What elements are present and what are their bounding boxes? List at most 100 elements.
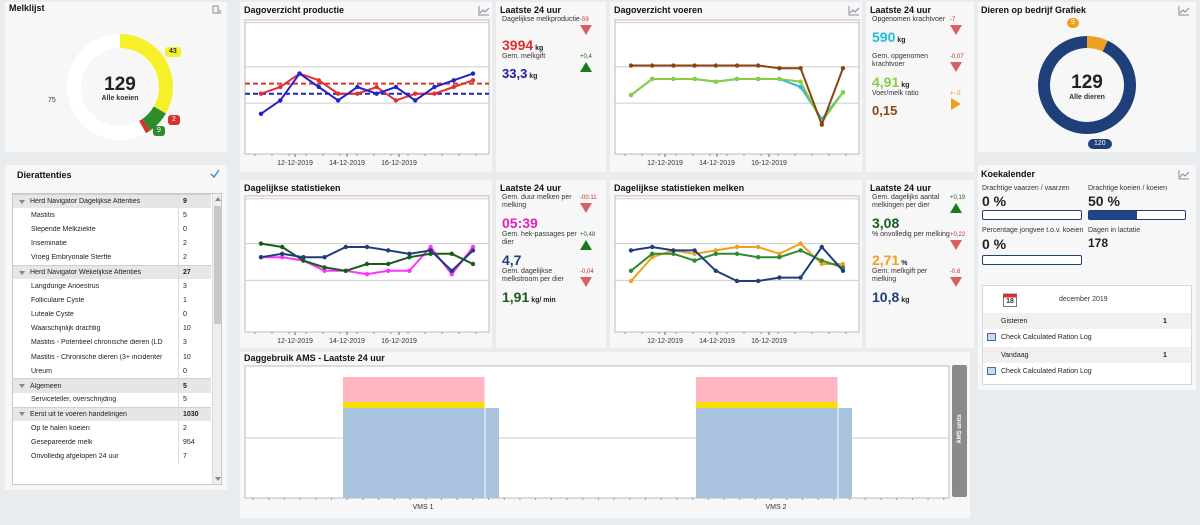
data-point — [819, 261, 824, 267]
data-point — [798, 248, 803, 253]
milk-settings-icon[interactable] — [212, 5, 222, 15]
stat-delta: -0,6 — [950, 269, 961, 275]
attention-item[interactable]: Onvolledig afgelopen 24 uur 7 — [13, 449, 211, 464]
chart-icon[interactable] — [1178, 6, 1190, 16]
column-divider — [178, 379, 179, 393]
stat-label: Gem. opgenomen krachtvoer — [872, 53, 929, 68]
data-point — [840, 268, 846, 273]
data-point — [692, 76, 697, 82]
calendar-box: 18 december 2019 Gisteren 1 Check Calculat… — [982, 285, 1192, 385]
x-tick-label: 16-12-2019 — [381, 338, 417, 345]
data-point — [713, 79, 718, 84]
stat-unit: kg/ min — [529, 297, 556, 304]
attention-item[interactable]: Mastitis - Potentieel chronische dieren … — [13, 335, 211, 351]
calendar-row-label: Gisteren — [1001, 317, 1028, 325]
data-point — [628, 278, 634, 284]
attention-item[interactable]: Gesepareerde melk 954 — [13, 435, 211, 450]
calendar-log-item[interactable]: Check Calculated Ration Log — [983, 329, 1191, 345]
attention-item[interactable]: Langdurige Anoestrus 3 — [13, 279, 211, 294]
column-divider — [178, 195, 179, 209]
ams-units-label: AMS units — [957, 414, 963, 444]
milk-count-red[interactable]: 2 — [168, 115, 180, 125]
calendar-row-label: Vandaag — [1001, 351, 1029, 359]
attentions-scrollbar[interactable] — [212, 194, 221, 484]
data-point — [280, 255, 285, 260]
animals-count-navy[interactable]: 120 — [1088, 139, 1112, 149]
data-point — [756, 255, 761, 260]
column-divider — [178, 279, 179, 294]
calendar-log-item[interactable]: Check Calculated Ration Log — [983, 363, 1191, 379]
attention-item[interactable]: Serviceteller, overschrijding 5 — [13, 392, 211, 407]
data-point — [449, 268, 454, 273]
collapse-caret-icon[interactable] — [19, 270, 25, 275]
attention-item[interactable]: Luteale Cyste 0 — [13, 307, 211, 322]
data-point — [628, 92, 634, 98]
attention-label: Herd Navigator Dagelijkse Attenties — [30, 198, 141, 206]
attention-group[interactable]: Eerst uit te voeren handelingen 1030 — [13, 406, 211, 421]
stat-value: 33,3 kg — [502, 66, 538, 81]
stat-value: 3994 kg — [502, 37, 544, 53]
column-divider — [178, 307, 179, 322]
attention-item[interactable]: Slepende Melkziekte 0 — [13, 222, 211, 237]
production-chart: 12-12-2019 14-12-2019 16-12-2019 — [244, 19, 490, 167]
attention-label: Gesepareerde melk — [31, 438, 93, 446]
attention-count: 0 — [183, 311, 187, 319]
scroll-thumb[interactable] — [214, 206, 221, 324]
attention-item[interactable]: Inseminatie 2 — [13, 236, 211, 251]
animals-count-orange[interactable]: 9 — [1067, 18, 1079, 28]
collapse-caret-icon[interactable] — [19, 412, 25, 417]
attention-group[interactable]: Herd Navigator Dagelijkse Attenties 9 — [13, 194, 211, 209]
data-point — [671, 76, 676, 82]
trend-down-icon — [580, 25, 592, 35]
chart-icon[interactable] — [848, 6, 860, 16]
column-divider — [178, 236, 179, 251]
trend-down-icon — [580, 203, 592, 213]
attention-item[interactable]: Folliculaire Cyste 1 — [13, 293, 211, 308]
chart-icon[interactable] — [1178, 170, 1190, 180]
stat-label: Gem. dagelijks aantal melkingen per dier — [872, 194, 940, 209]
attention-count: 27 — [183, 269, 191, 277]
attention-item[interactable]: Waarschijnlijk drachtig 10 — [13, 321, 211, 336]
x-tick-label: 12-12-2019 — [277, 160, 313, 167]
check-icon[interactable] — [210, 169, 220, 179]
attention-item[interactable]: Vroeg Embryonale Sterfte 2 — [13, 250, 211, 265]
attention-item[interactable]: Ureum 0 — [13, 364, 211, 379]
attention-item[interactable]: Op te halen koeien 2 — [13, 421, 211, 436]
stat-value: 1,91 kg/ min — [502, 289, 556, 305]
data-point — [840, 261, 846, 267]
chart-icon[interactable] — [478, 6, 490, 16]
stat-label: Opgenomen krachtvoer — [872, 16, 946, 23]
milk-count-left[interactable]: 75 — [48, 97, 56, 104]
koe-stat-label: Drachtige vaarzen / vaarzen — [982, 185, 1070, 192]
milk-count-yellow[interactable]: 43 — [165, 47, 181, 57]
data-point — [777, 251, 782, 256]
ams-units-tab[interactable]: AMS units — [952, 365, 967, 497]
calendar-row-label: Check Calculated Ration Log — [1001, 367, 1092, 375]
trend-down-icon — [950, 240, 962, 250]
data-point — [840, 66, 846, 71]
attention-item[interactable]: Mastitis - Chronische dieren (3+ inciden… — [13, 350, 211, 365]
feed-title: Dagoverzicht voeren — [614, 5, 703, 15]
data-point — [840, 90, 846, 95]
data-point — [650, 244, 655, 250]
column-divider — [178, 449, 179, 464]
collapse-caret-icon[interactable] — [19, 384, 25, 389]
data-point — [258, 91, 264, 96]
triangle-shape — [950, 240, 962, 250]
milk-count-green[interactable]: 9 — [153, 126, 165, 136]
koe-stat-value: 50 % — [1088, 193, 1120, 209]
attention-group[interactable]: Herd Navigator Wekelijkse Attenties 27 — [13, 264, 211, 280]
chart-area — [614, 195, 860, 333]
stat-delta: -00:11 — [580, 195, 597, 201]
attention-label: Mastitis - Chronische dieren (3+ inciden… — [31, 353, 163, 361]
data-point — [280, 244, 285, 250]
data-point — [322, 255, 327, 260]
attention-item[interactable]: Mastitis 5 — [13, 208, 211, 223]
milking-right-panel: Laatste 24 uur Gem. dagelijks aantal melk… — [866, 180, 974, 348]
attention-count: 7 — [183, 452, 187, 460]
donut-segment — [1038, 36, 1136, 134]
data-point — [278, 98, 283, 103]
attention-label: Mastitis - Potentieel chronische dieren … — [31, 339, 163, 347]
collapse-caret-icon[interactable] — [19, 199, 25, 204]
attention-group[interactable]: Algemeen 5 — [13, 378, 211, 393]
